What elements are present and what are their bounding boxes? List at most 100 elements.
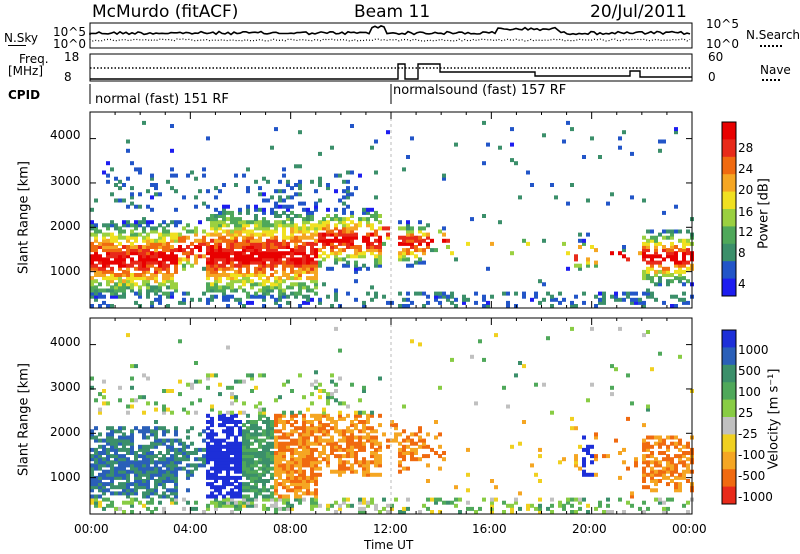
data-cell — [210, 223, 214, 228]
data-cell — [682, 460, 686, 465]
data-cell — [658, 279, 662, 284]
data-cell — [238, 506, 242, 511]
data-cell — [302, 235, 306, 240]
data-cell — [250, 245, 254, 249]
data-cell — [678, 263, 682, 268]
data-cell — [214, 506, 218, 511]
data-cell — [550, 297, 554, 302]
data-cell — [162, 469, 166, 474]
data-cell — [122, 251, 126, 256]
data-cell — [350, 435, 354, 440]
data-cell — [290, 506, 294, 511]
data-cell — [122, 294, 126, 299]
data-cell — [98, 304, 102, 308]
data-cell — [106, 401, 110, 406]
data-cell — [654, 460, 658, 465]
data-cell — [214, 444, 218, 449]
data-cell — [550, 183, 554, 187]
data-cell — [654, 282, 658, 287]
data-cell — [182, 235, 186, 240]
data-cell — [378, 260, 382, 265]
data-cell — [126, 447, 130, 452]
data-cell — [410, 432, 414, 437]
data-cell — [650, 469, 654, 474]
data-cell — [330, 438, 334, 443]
data-cell — [286, 444, 290, 449]
data-cell — [350, 503, 354, 508]
data-cell — [350, 382, 354, 387]
data-cell — [238, 379, 242, 384]
data-cell — [610, 392, 614, 397]
data-cell — [250, 273, 254, 277]
data-cell — [602, 291, 606, 296]
data-cell — [250, 254, 254, 259]
data-cell — [654, 241, 658, 246]
data-cell — [290, 229, 294, 234]
data-cell — [306, 288, 310, 293]
data-cell — [150, 288, 154, 293]
data-cell — [238, 279, 242, 284]
data-cell — [110, 472, 114, 477]
data-cell — [158, 223, 162, 228]
data-cell — [118, 241, 122, 246]
data-cell — [98, 241, 102, 246]
data-cell — [266, 460, 270, 465]
data-cell — [246, 245, 250, 249]
data-cell — [678, 488, 682, 493]
data-cell — [642, 457, 646, 462]
data-cell — [530, 297, 534, 302]
data-cell — [426, 497, 430, 502]
data-cell — [302, 491, 306, 496]
data-cell — [370, 232, 374, 237]
data-cell — [246, 469, 250, 474]
data-cell — [434, 294, 438, 299]
data-cell — [302, 251, 306, 256]
data-cell — [426, 235, 430, 240]
data-cell — [566, 497, 570, 502]
data-cell — [114, 469, 118, 474]
data-cell — [402, 444, 406, 449]
data-cell — [326, 395, 330, 400]
data-cell — [210, 491, 214, 496]
data-cell — [222, 463, 226, 468]
data-cell — [94, 297, 98, 302]
data-cell — [106, 469, 110, 474]
data-cell — [154, 407, 158, 412]
data-cell — [422, 232, 426, 237]
data-cell — [338, 376, 342, 381]
data-cell — [202, 457, 206, 462]
data-cell — [254, 220, 258, 225]
data-cell — [590, 382, 594, 387]
data-cell — [370, 251, 374, 256]
data-cell — [374, 429, 378, 434]
data-cell — [138, 192, 142, 197]
data-cell — [674, 251, 678, 256]
data-cell — [170, 441, 174, 446]
data-cell — [522, 294, 526, 299]
data-cell — [158, 232, 162, 237]
data-cell — [262, 263, 266, 268]
data-cell — [282, 241, 286, 246]
data-cell — [142, 229, 146, 234]
data-cell — [102, 389, 106, 393]
data-cell — [266, 479, 270, 483]
data-cell — [666, 279, 670, 284]
data-cell — [114, 457, 118, 462]
data-cell — [630, 195, 634, 200]
data-cell — [278, 416, 282, 421]
data-cell — [182, 291, 186, 296]
data-cell — [286, 463, 290, 468]
data-cell — [402, 297, 406, 302]
data-cell — [130, 482, 134, 487]
data-cell — [642, 447, 646, 452]
data-cell — [286, 251, 290, 256]
data-cell — [654, 463, 658, 468]
data-cell — [190, 297, 194, 302]
data-cell — [174, 173, 178, 178]
data-cell — [406, 497, 410, 502]
data-cell — [106, 257, 110, 262]
data-cell — [302, 460, 306, 465]
data-cell — [150, 257, 154, 262]
data-cell — [362, 254, 366, 259]
data-cell — [186, 257, 190, 262]
